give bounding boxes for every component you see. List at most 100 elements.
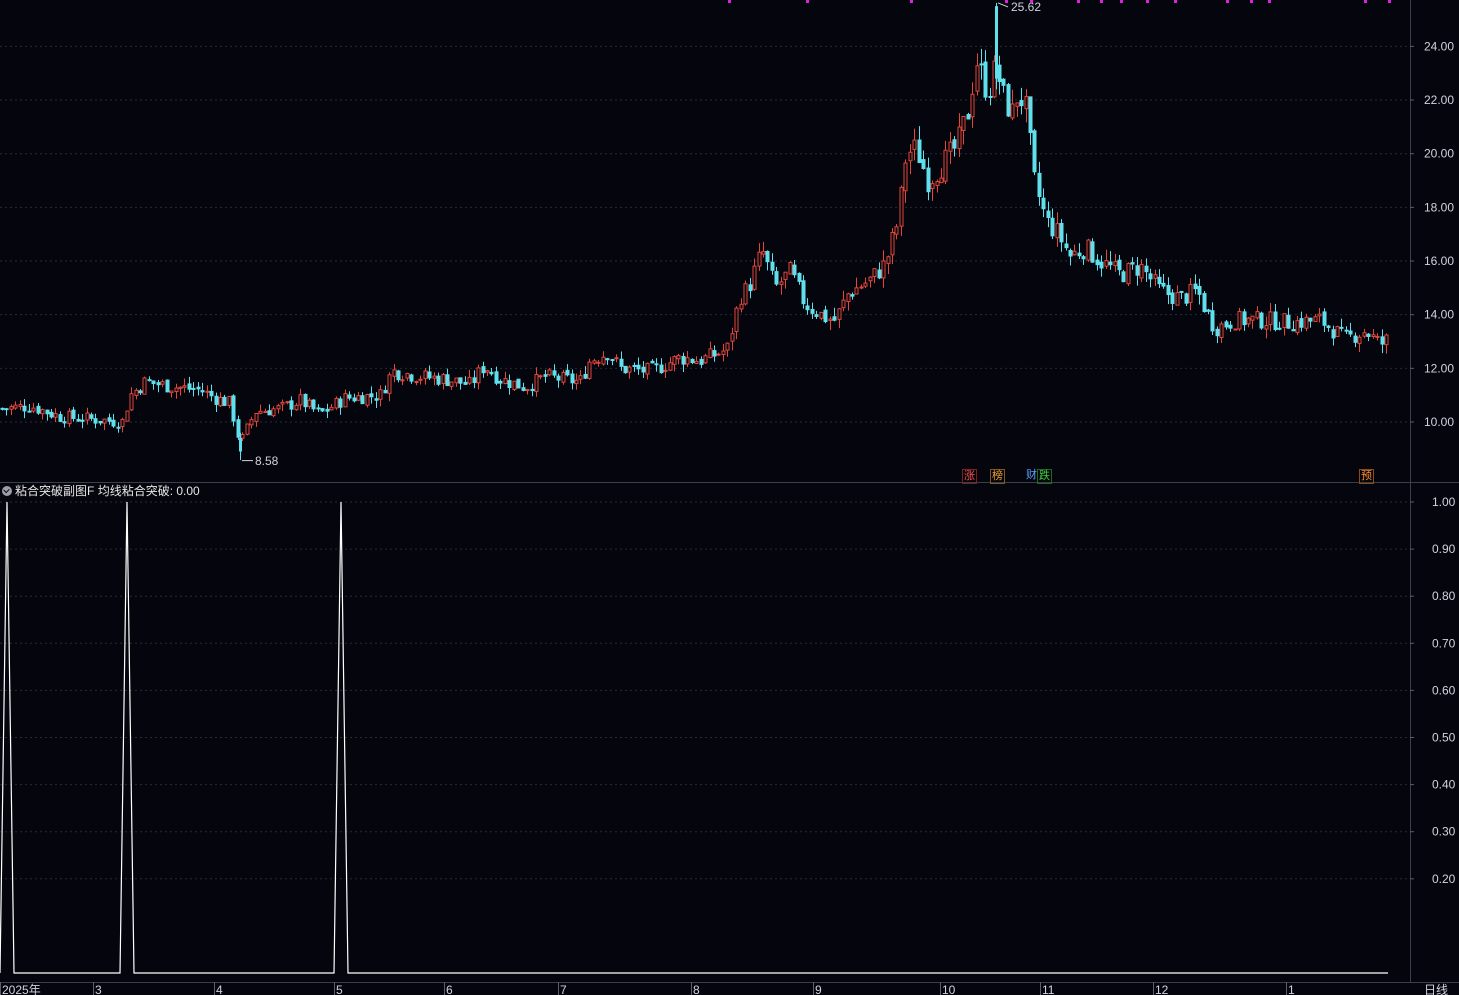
candle-body <box>605 358 610 361</box>
candle-body <box>80 419 85 422</box>
candle-body <box>485 370 490 373</box>
candle-body <box>276 405 281 410</box>
event-tag-limit-up[interactable]: 涨 <box>962 469 977 484</box>
candle-body <box>280 401 285 405</box>
candle-body <box>1202 293 1207 313</box>
candle-body <box>894 226 899 235</box>
candle-body <box>1371 334 1376 337</box>
candle-body <box>1108 261 1113 266</box>
signal-marker <box>1268 0 1271 3</box>
candle-body <box>356 395 361 401</box>
candle-body <box>988 95 993 98</box>
candle-body <box>912 139 917 150</box>
candle-body <box>1228 324 1233 329</box>
candle-body <box>681 355 686 365</box>
candle-body <box>503 378 508 385</box>
candle-body <box>530 388 535 392</box>
candle-body <box>979 63 984 66</box>
candle-body <box>498 380 503 384</box>
candle-body <box>668 362 673 371</box>
event-tag-ranking[interactable]: 榜 <box>990 469 1005 484</box>
candle-body <box>227 395 232 406</box>
candle-body <box>1259 312 1264 329</box>
time-axis-label: 5 <box>336 983 343 995</box>
signal-marker <box>1146 0 1149 3</box>
candle-body <box>9 406 14 410</box>
candle-body <box>823 309 828 323</box>
indicator-header[interactable]: 粘合突破副图F 均线粘合突破: 0.00 <box>0 484 200 498</box>
candle-body <box>369 393 374 398</box>
time-axis-label: 8 <box>693 983 700 995</box>
candle-body <box>841 299 846 309</box>
candle-body <box>169 390 174 394</box>
indicator-name: 粘合突破副图F <box>15 484 95 498</box>
event-tag-limit-down[interactable]: 跌 <box>1037 469 1052 484</box>
candle-body <box>147 379 152 382</box>
candle-body <box>494 371 499 384</box>
candle-body <box>1077 252 1082 257</box>
candle-body <box>89 414 94 419</box>
candle-body <box>921 159 926 170</box>
indicator-settings-icon[interactable] <box>2 486 12 496</box>
candle-body <box>863 282 868 287</box>
candle-body <box>13 404 18 409</box>
candle-body <box>1135 265 1140 276</box>
candle-body <box>1179 290 1184 293</box>
candle-body <box>1068 249 1073 257</box>
candle-body <box>1126 263 1131 285</box>
candle-body <box>1153 274 1158 279</box>
candle-body <box>489 371 494 375</box>
candles[interactable] <box>0 48 1389 442</box>
candle-body <box>40 409 45 415</box>
signal-marker <box>1250 0 1253 3</box>
signal-marker <box>806 0 809 3</box>
candle-body <box>352 397 357 402</box>
candle-body <box>85 412 90 421</box>
candle-body <box>481 366 486 374</box>
candle-body <box>961 115 966 132</box>
event-tag-finance[interactable]: 财 <box>1026 469 1037 481</box>
candle-body <box>383 389 388 394</box>
candle-body <box>1015 102 1020 107</box>
candle-body <box>4 408 9 411</box>
candle-body <box>676 355 681 360</box>
candle-body <box>854 287 859 295</box>
candle-body <box>725 342 730 351</box>
indicator-tick-label: 0.20 <box>1432 872 1456 886</box>
candle-body <box>970 93 975 118</box>
candle-body <box>1104 260 1109 267</box>
candle-body <box>899 186 904 227</box>
candle-body <box>1322 311 1327 326</box>
low-annotation: 8.58 <box>255 454 279 468</box>
candle-body <box>1157 276 1162 285</box>
candle-body <box>592 360 597 364</box>
candle-body <box>779 281 784 286</box>
candle-body <box>565 369 570 376</box>
indicator-tick-label: 0.30 <box>1432 825 1456 839</box>
candle-body <box>298 394 303 406</box>
candle-body <box>903 162 908 192</box>
candle-body <box>805 305 810 311</box>
indicator-tick-label: 0.60 <box>1432 683 1456 697</box>
candle-body <box>797 272 802 282</box>
candle-body <box>734 307 739 333</box>
candle-body <box>76 418 81 422</box>
candle-body <box>1188 283 1193 303</box>
candle-body <box>850 294 855 297</box>
candle-body <box>214 395 219 405</box>
candle-body <box>1299 318 1304 328</box>
candle-body <box>627 366 632 373</box>
candle-body <box>801 280 806 305</box>
price-tick-label: 24.00 <box>1424 39 1454 53</box>
event-tag-forecast[interactable]: 预 <box>1359 469 1374 484</box>
candle-body <box>587 361 592 379</box>
price-tick-label: 18.00 <box>1424 200 1454 214</box>
candle-body <box>623 365 628 374</box>
candle-body <box>1028 96 1033 134</box>
candle-body <box>1024 96 1029 110</box>
candle-body <box>1090 241 1095 263</box>
candle-body <box>329 406 334 411</box>
candle-body <box>810 308 815 314</box>
